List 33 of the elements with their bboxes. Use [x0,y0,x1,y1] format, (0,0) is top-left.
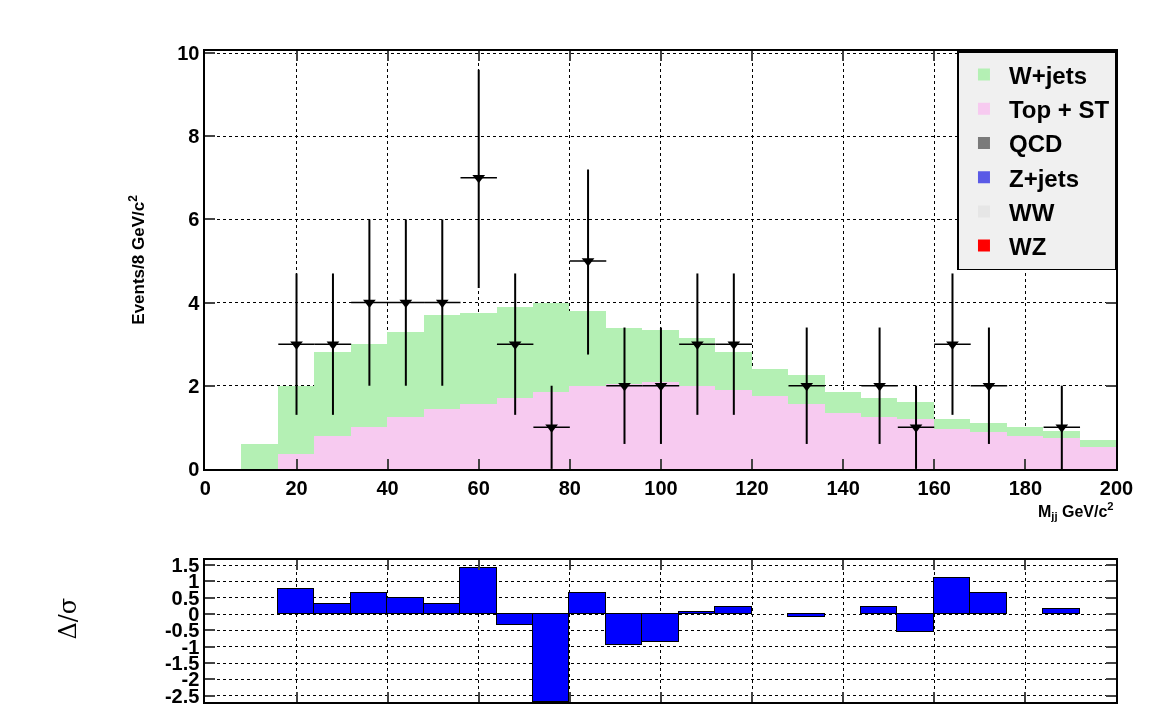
y-axis-title: Δ/σ [54,597,83,640]
y-tick-label: 2 [188,374,200,397]
x-tick-label: 40 [376,476,399,499]
x-axis-title: M$_{jj}$ GeV/c$^{2}$ [1038,500,1114,523]
x-tick-label: 180 [1008,476,1043,499]
x-tick-label: 80 [558,476,581,499]
point [982,382,996,392]
legend-label: Top + ST [1008,96,1110,124]
y-tick-label: 10 [177,42,200,65]
x-tick-label: 120 [735,476,769,499]
point [873,382,886,392]
point [435,299,449,309]
y-tick-label: 6 [188,208,200,231]
legend-label: Z+jets [1008,164,1080,192]
x-tick-label: 60 [467,476,490,499]
y-tick-label: 4 [188,291,201,314]
x-tick-label: 20 [285,476,308,499]
point [618,382,631,392]
x-tick-label: 140 [826,476,860,499]
bar [1080,440,1117,447]
bar [787,613,826,618]
point [654,382,668,392]
x-tick-label: 200 [1099,476,1134,499]
point [363,299,376,309]
x-tick-label: 100 [644,476,678,499]
legend-label: WW [1008,198,1055,226]
y-tick-label: 0 [188,457,200,480]
legend-label: W+jets [1008,61,1088,89]
legend-label: QCD [1008,130,1063,158]
legend-label: WZ [1008,232,1047,260]
x-tick-label: 160 [917,476,951,499]
point [399,299,413,309]
y-tick-label: 8 [188,125,200,148]
